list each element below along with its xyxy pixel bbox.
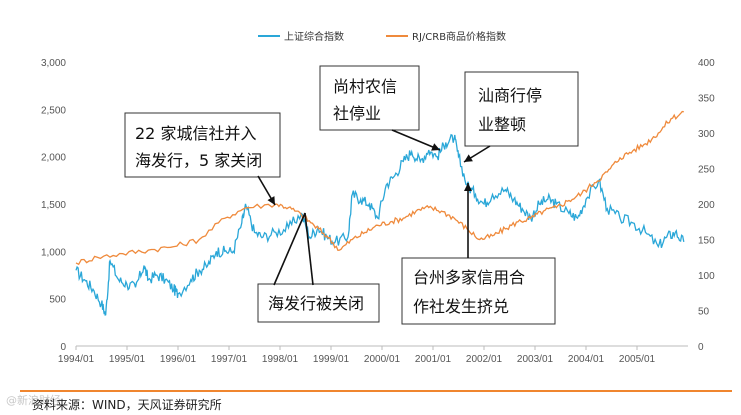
axes: 1994/01 1995/01 1996/01 1997/01 1998/01 1999/… [41,58,715,365]
y-right-tick-label: 350 [698,94,715,105]
x-tick-label: 1999/01 [313,354,350,365]
annotation-text: 尚村农信 [333,77,397,96]
annotation-text: 海发行被关闭 [268,294,364,313]
y-left-tick-label: 500 [49,295,66,306]
annotation-pointer [304,212,314,286]
x-tick-label: 1998/01 [262,354,299,365]
annotation-text: 社停业 [333,104,381,123]
y-right-tick-label: 150 [698,236,715,247]
y-right-tick-label: 250 [698,165,715,176]
annotation-callout: 海发行被关闭 [257,212,380,323]
y-right-tick-label: 200 [698,200,715,211]
arrowhead-icon [464,154,473,162]
y-right-tick-label: 400 [698,58,715,69]
arrowhead-icon [431,143,440,151]
annotation-text: 台州多家信用合 [413,268,525,287]
annotation-text: 22 家城信社并入 [135,124,256,143]
annotation-pointer [273,212,306,286]
x-tick-label: 2002/01 [466,354,503,365]
bottom-rule [20,390,732,392]
y-right-tick-label: 300 [698,129,715,140]
annotation-text: 作社发生挤兑 [413,297,509,316]
legend-label: RJ/CRB商品价格指数 [412,30,506,43]
x-tick-label: 1997/01 [211,354,248,365]
series-layer [75,110,685,316]
y-left-tick-label: 1,000 [41,247,66,258]
x-tick-label: 2004/01 [568,354,605,365]
annotation-box [401,257,556,325]
y-left-tick-label: 2,000 [41,153,66,164]
y-left-tick-label: 0 [60,342,66,353]
y-right-tick-label: 0 [698,342,704,353]
annotation-box [464,71,579,147]
x-tick-label: 2005/01 [619,354,656,365]
x-tick-label: 1994/01 [58,354,95,365]
y-left-tick-label: 1,500 [41,200,66,211]
series-line-shanghai-composite [75,133,685,316]
series-line-rj-crb [75,110,684,266]
annotation-box [257,283,380,323]
y-right-tick-label: 50 [698,307,710,318]
watermark: @新浪财经 [6,394,61,407]
annotation-box [319,65,420,131]
source-note: 资料来源：WIND，天风证券研究所 [32,398,222,412]
arrowhead-icon [267,196,275,205]
legend: 上证综合指数 RJ/CRB商品价格指数 [258,30,506,43]
x-tick-label: 2003/01 [517,354,554,365]
x-tick-label: 2001/01 [415,354,452,365]
legend-label: 上证综合指数 [284,30,344,43]
annotation-text: 汕商行停 [478,86,542,105]
annotation-box [124,112,281,178]
annotation-text: 业整顿 [478,115,526,134]
x-tick-label: 2000/01 [364,354,401,365]
y-left-tick-label: 2,500 [41,105,66,116]
arrowhead-icon [464,183,472,191]
annotation-text: 海发行，5 家关闭 [135,151,262,170]
y-left-tick-label: 3,000 [41,58,66,69]
y-right-tick-label: 100 [698,271,715,282]
chart: 上证综合指数 RJ/CRB商品价格指数 1994/01 1995/01 1996/01… [41,30,715,365]
annotation-pointer [391,129,441,151]
x-tick-label: 1995/01 [109,354,146,365]
x-tick-label: 1996/01 [160,354,197,365]
